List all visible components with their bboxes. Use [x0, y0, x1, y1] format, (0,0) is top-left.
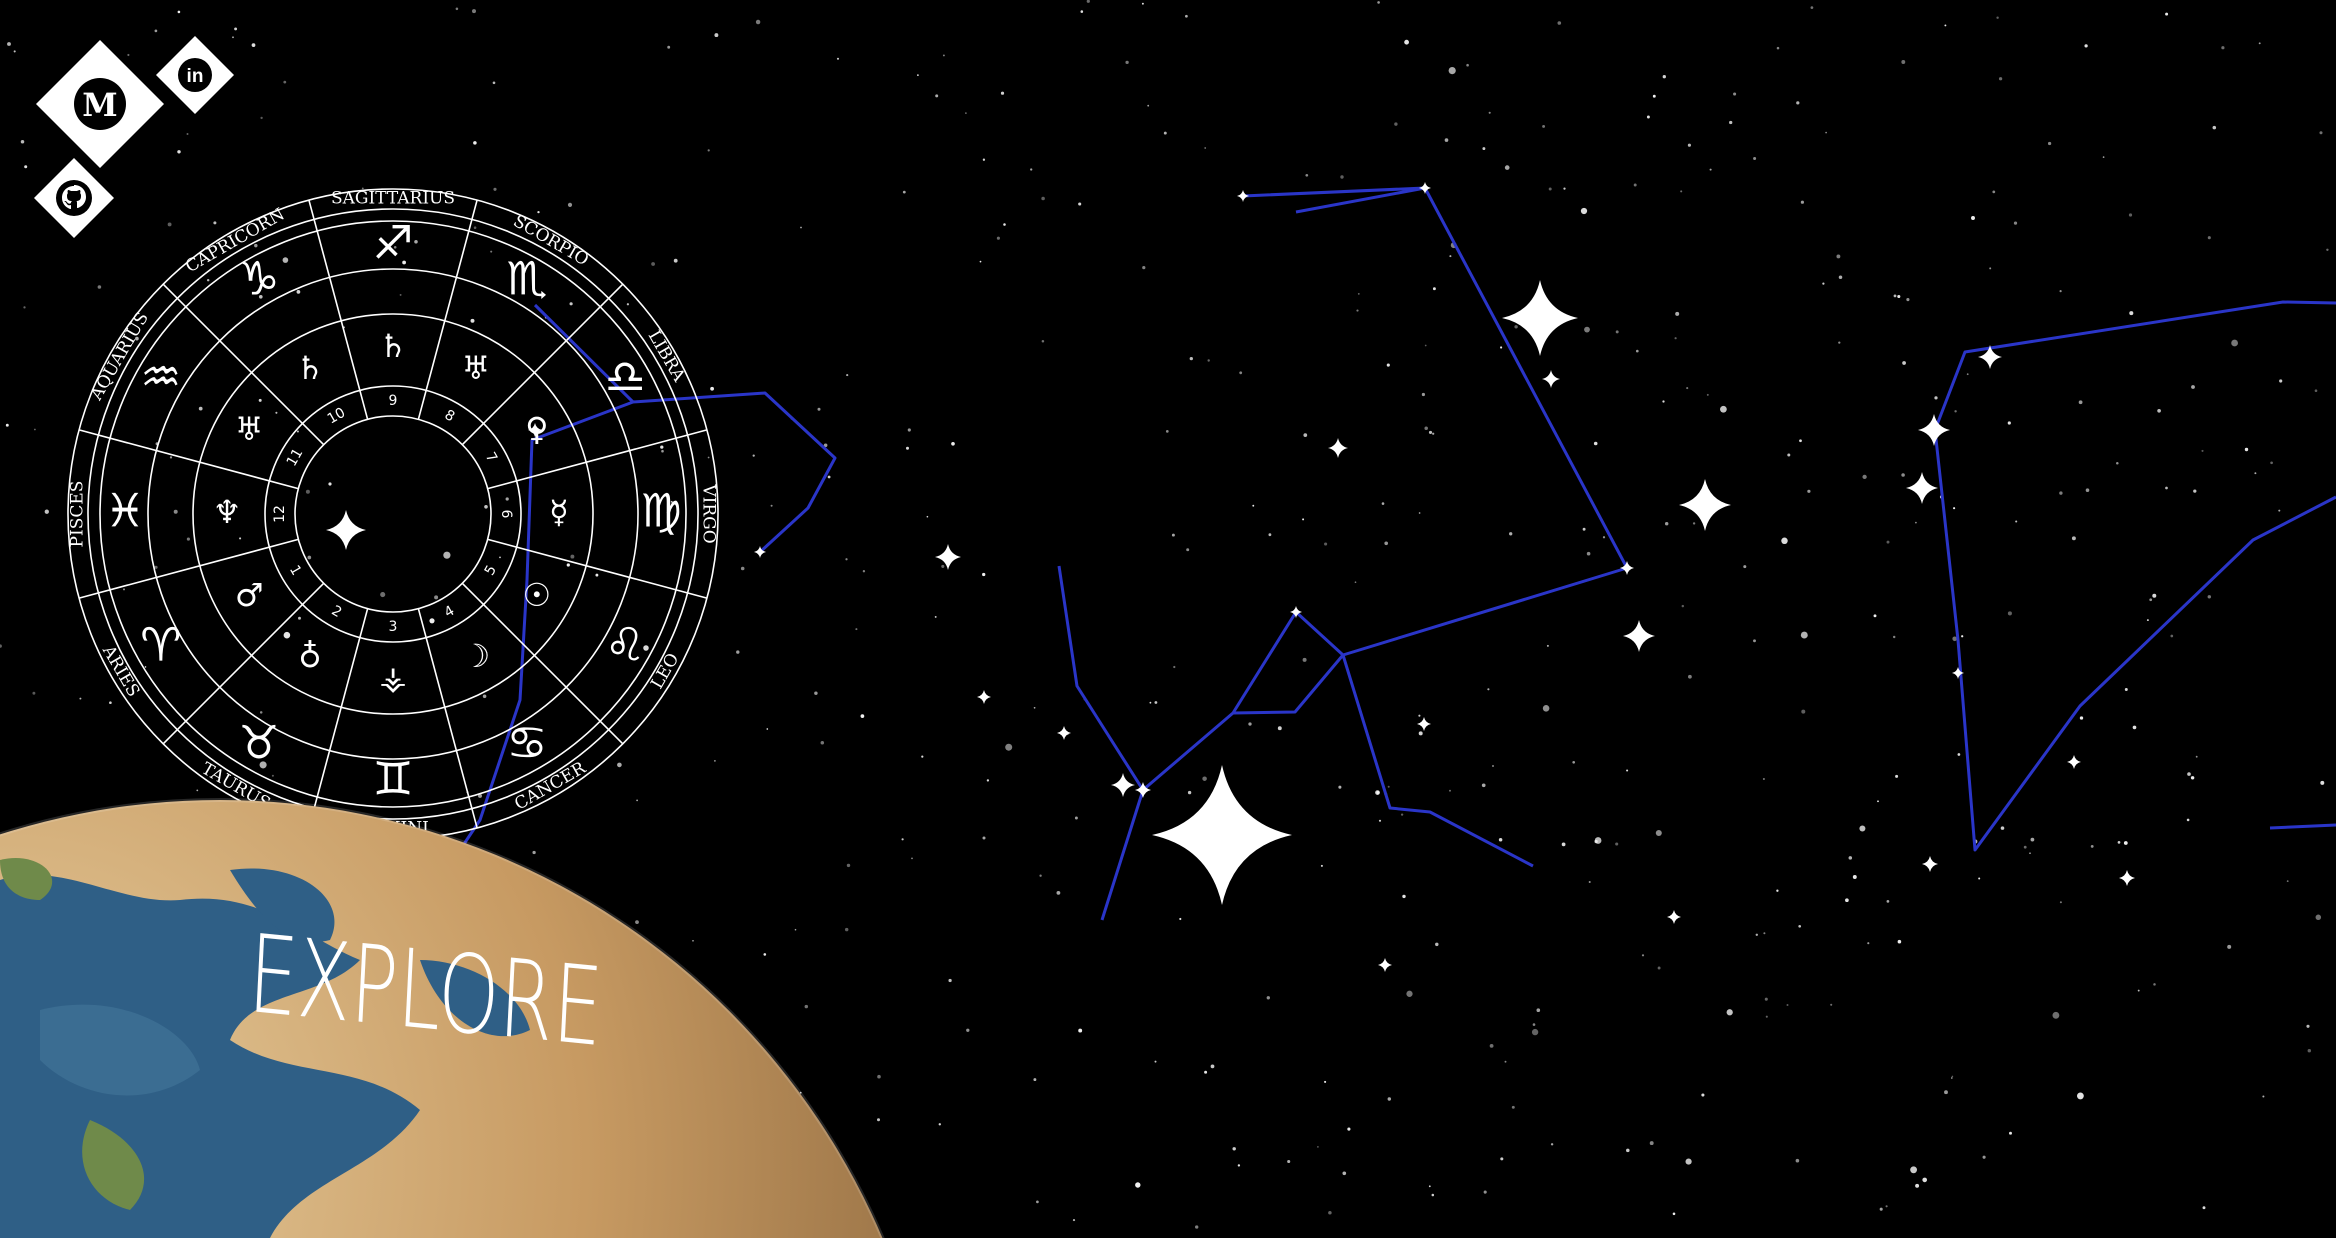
github-icon	[62, 185, 86, 209]
zodiac-sign-icon: ♌	[604, 618, 645, 672]
planet-icon: ♄	[296, 349, 325, 387]
house-number: 2	[329, 603, 345, 621]
house-number: 7	[482, 450, 500, 466]
zodiac-sign-icon: ♑	[238, 251, 279, 305]
github-link[interactable]	[34, 158, 114, 238]
planet-icon: ⚶	[379, 659, 406, 697]
earth-globe	[0, 798, 885, 1238]
zodiac-sign-label: VIRGO	[699, 483, 719, 543]
zodiac-sign-icon: ♐	[372, 216, 413, 270]
house-number: 5	[482, 563, 500, 579]
house-number: 6	[498, 510, 514, 519]
house-number: 8	[442, 407, 458, 425]
planet-icon: ♅	[235, 410, 264, 448]
zodiac-sign-label: PISCES	[68, 481, 88, 548]
planet-icon: ♁	[298, 637, 321, 675]
planet-icon: ♅	[462, 349, 491, 387]
zodiac-sign-icon: ♎	[604, 350, 645, 404]
zodiac-sign-icon: ♒	[140, 350, 181, 404]
zodiac-wheel: SAGITTARIUS♐♄9SCORPIO♏♅8LIBRA♎♀7VIRGO♍☿6…	[67, 188, 719, 840]
planet-icon: ♄	[379, 327, 408, 365]
planet-icon: ☉	[522, 576, 551, 614]
linkedin-icon: in	[187, 66, 204, 87]
house-number: 4	[442, 603, 458, 621]
zodiac-sign-icon: ♋	[506, 716, 547, 770]
planet-icon: ☽	[462, 637, 491, 675]
zodiac-sign-icon: ♈	[140, 618, 181, 672]
house-number: 9	[389, 393, 398, 409]
house-number: 3	[389, 619, 398, 635]
zodiac-sign-icon: ♓	[104, 484, 145, 538]
medium-link[interactable]: M	[36, 40, 164, 168]
zodiac-sign-icon: ♉	[238, 716, 279, 770]
planet-icon: ♀	[525, 410, 548, 448]
zodiac-sign-icon: ♍	[640, 484, 681, 538]
planet-icon: ☿	[549, 493, 569, 531]
zodiac-sign-label: SAGITTARIUS	[331, 189, 455, 209]
zodiac-sign-icon: ♏	[506, 251, 547, 305]
planet-icon: ♆	[213, 493, 242, 531]
medium-icon: M	[82, 86, 117, 124]
house-number: 1	[286, 563, 304, 579]
linkedin-link[interactable]: in	[156, 36, 234, 114]
bright-stars	[326, 182, 2135, 972]
house-number: 11	[284, 446, 307, 469]
house-number: 10	[325, 405, 348, 428]
zodiac-sign-icon: ♊	[372, 752, 413, 806]
house-number: 12	[272, 505, 288, 523]
planet-icon: ♂	[235, 576, 264, 614]
